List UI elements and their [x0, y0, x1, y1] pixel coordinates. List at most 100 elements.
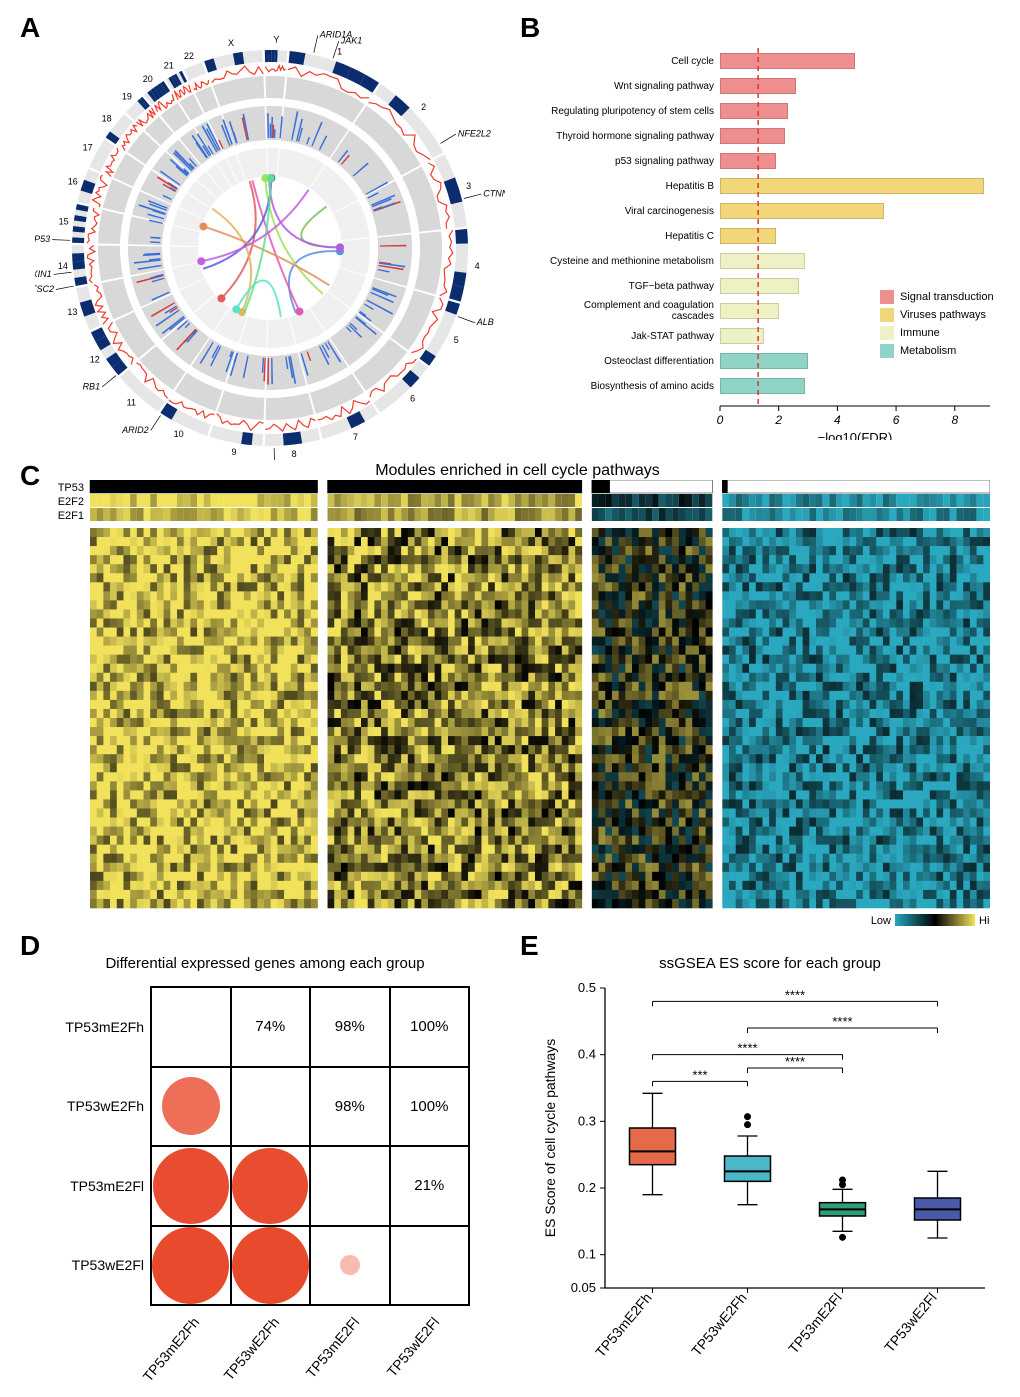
svg-text:22: 22 — [184, 51, 194, 61]
matrix-bubble — [162, 1077, 220, 1135]
bar — [720, 253, 805, 269]
bar-label: Jak-STAT pathway — [540, 331, 720, 342]
bar-label: Viral carcinogenesis — [540, 206, 720, 217]
matrix-col-label: TP53mE2Fl — [302, 1314, 362, 1381]
legend-item: Signal transduction — [880, 290, 994, 304]
svg-text:11: 11 — [127, 397, 136, 407]
panel-e-svg: 0.050.10.20.30.40.5ES Score of cell cycl… — [535, 978, 1005, 1388]
panel-d-title: Differential expressed genes among each … — [50, 955, 480, 972]
svg-text:4: 4 — [834, 413, 841, 427]
bar — [720, 303, 779, 319]
panel-b-barchart: Cell cycleWnt signaling pathwayRegulatin… — [540, 40, 1005, 440]
bar-row: Cysteine and methionine metabolism — [540, 250, 1000, 272]
panel-c-svg: TP53E2F2E2F1LowHigh — [45, 480, 990, 935]
panel-c-heatmap: Modules enriched in cell cycle pathways … — [45, 462, 990, 922]
legend-item: Immune — [880, 326, 994, 340]
bar — [720, 153, 776, 169]
bar — [720, 128, 785, 144]
panel-e-boxplot: ssGSEA ES score for each group 0.050.10.… — [535, 955, 1005, 1385]
svg-text:6: 6 — [893, 413, 900, 427]
panel-c-label: C — [20, 460, 40, 492]
svg-text:TP53: TP53 — [58, 482, 84, 494]
svg-text:17: 17 — [83, 142, 93, 152]
svg-text:2: 2 — [774, 413, 782, 427]
matrix-row-label: TP53wE2Fl — [72, 1257, 152, 1273]
panel-d-matrix: Differential expressed genes among each … — [50, 955, 480, 1385]
svg-text:8: 8 — [951, 413, 958, 427]
svg-text:14: 14 — [58, 261, 68, 271]
panel-b-legend: Signal transductionViruses pathwaysImmun… — [880, 290, 994, 362]
matrix-cell: TP53mE2Fl — [151, 1146, 231, 1226]
panel-d-label: D — [20, 930, 40, 962]
svg-text:19: 19 — [122, 91, 132, 101]
matrix-cell — [390, 1226, 470, 1306]
figure-container: A B C D E 123456789101112131415161718192… — [0, 0, 1020, 1397]
svg-text:4: 4 — [475, 261, 480, 271]
panel-d-grid: TP53mE2Fh74%98%100%TP53wE2Fh98%100%TP53m… — [150, 986, 470, 1306]
svg-text:NFE2L2: NFE2L2 — [458, 128, 491, 138]
matrix-cell — [310, 1226, 390, 1306]
legend-item: Metabolism — [880, 344, 994, 358]
matrix-cell — [231, 1067, 311, 1147]
bar-label: Thyroid hormone signaling pathway — [540, 131, 720, 142]
bar-label: Cysteine and methionine metabolism — [540, 256, 720, 267]
matrix-col-label: TP53mE2Fh — [139, 1314, 202, 1384]
svg-text:0: 0 — [717, 413, 724, 427]
bar-label: Complement and coagulation cascades — [540, 300, 720, 322]
matrix-bubble — [232, 1148, 308, 1224]
svg-text:16: 16 — [68, 176, 78, 186]
svg-text:E2F1: E2F1 — [58, 510, 84, 522]
matrix-cell — [310, 1146, 390, 1226]
matrix-cell: TP53wE2Fl — [151, 1226, 231, 1306]
matrix-row-label: TP53mE2Fl — [70, 1178, 152, 1194]
svg-text:10: 10 — [174, 429, 184, 439]
svg-text:X: X — [228, 38, 234, 48]
bar-row: Viral carcinogenesis — [540, 200, 1000, 222]
panel-a-circos: 12345678910111213141516171819202122XYARI… — [35, 20, 505, 460]
bar-row: Hepatitis C — [540, 225, 1000, 247]
matrix-cell: 21% — [390, 1146, 470, 1226]
bar-row: Biosynthesis of amino acids — [540, 375, 1000, 397]
svg-text:6: 6 — [410, 394, 415, 404]
bar — [720, 278, 799, 294]
matrix-cell: TP53wE2Fh — [151, 1067, 231, 1147]
svg-text:9: 9 — [231, 447, 236, 457]
svg-text:7: 7 — [353, 432, 358, 442]
bar-row: p53 signaling pathway — [540, 150, 1000, 172]
svg-text:18: 18 — [102, 114, 112, 124]
bar — [720, 328, 764, 344]
circos-svg: 12345678910111213141516171819202122XYARI… — [35, 20, 505, 460]
bar-label: Hepatitis C — [540, 231, 720, 242]
matrix-row-label: TP53mE2Fh — [65, 1019, 152, 1035]
bar — [720, 203, 884, 219]
svg-text:JAK1: JAK1 — [340, 35, 363, 45]
bar-label: Biosynthesis of amino acids — [540, 381, 720, 392]
bar-label: TGF−beta pathway — [540, 281, 720, 292]
svg-text:AXIN1: AXIN1 — [35, 269, 52, 279]
panel-d-col-labels: TP53mE2FhTP53wE2FhTP53mE2FlTP53wE2Fl — [150, 1306, 470, 1396]
svg-text:TP53: TP53 — [35, 234, 50, 244]
bar-row: Thyroid hormone signaling pathway — [540, 125, 1000, 147]
svg-text:TSC2: TSC2 — [35, 284, 54, 294]
matrix-bubble — [340, 1255, 360, 1275]
matrix-cell: 100% — [390, 1067, 470, 1147]
panel-e-title: ssGSEA ES score for each group — [535, 955, 1005, 972]
svg-text:12: 12 — [90, 354, 100, 364]
bar-row: Regulating pluripotency of stem cells — [540, 100, 1000, 122]
bar-label: p53 signaling pathway — [540, 156, 720, 167]
panel-c-title: Modules enriched in cell cycle pathways — [45, 462, 990, 480]
svg-text:2: 2 — [421, 102, 426, 112]
matrix-col-label: TP53wE2Fh — [220, 1314, 282, 1383]
matrix-cell — [231, 1226, 311, 1306]
matrix-cell: TP53mE2Fh — [151, 987, 231, 1067]
matrix-col-label: TP53wE2Fl — [383, 1314, 442, 1380]
svg-text:ARID2: ARID2 — [121, 425, 149, 435]
svg-text:5: 5 — [454, 335, 459, 345]
svg-text:15: 15 — [59, 216, 69, 226]
svg-text:CTNNB1: CTNNB1 — [483, 188, 505, 198]
matrix-bubble — [232, 1227, 309, 1304]
svg-text:ALB: ALB — [476, 317, 494, 327]
svg-text:13: 13 — [67, 307, 77, 317]
matrix-cell: 100% — [390, 987, 470, 1067]
matrix-bubble — [152, 1227, 229, 1304]
